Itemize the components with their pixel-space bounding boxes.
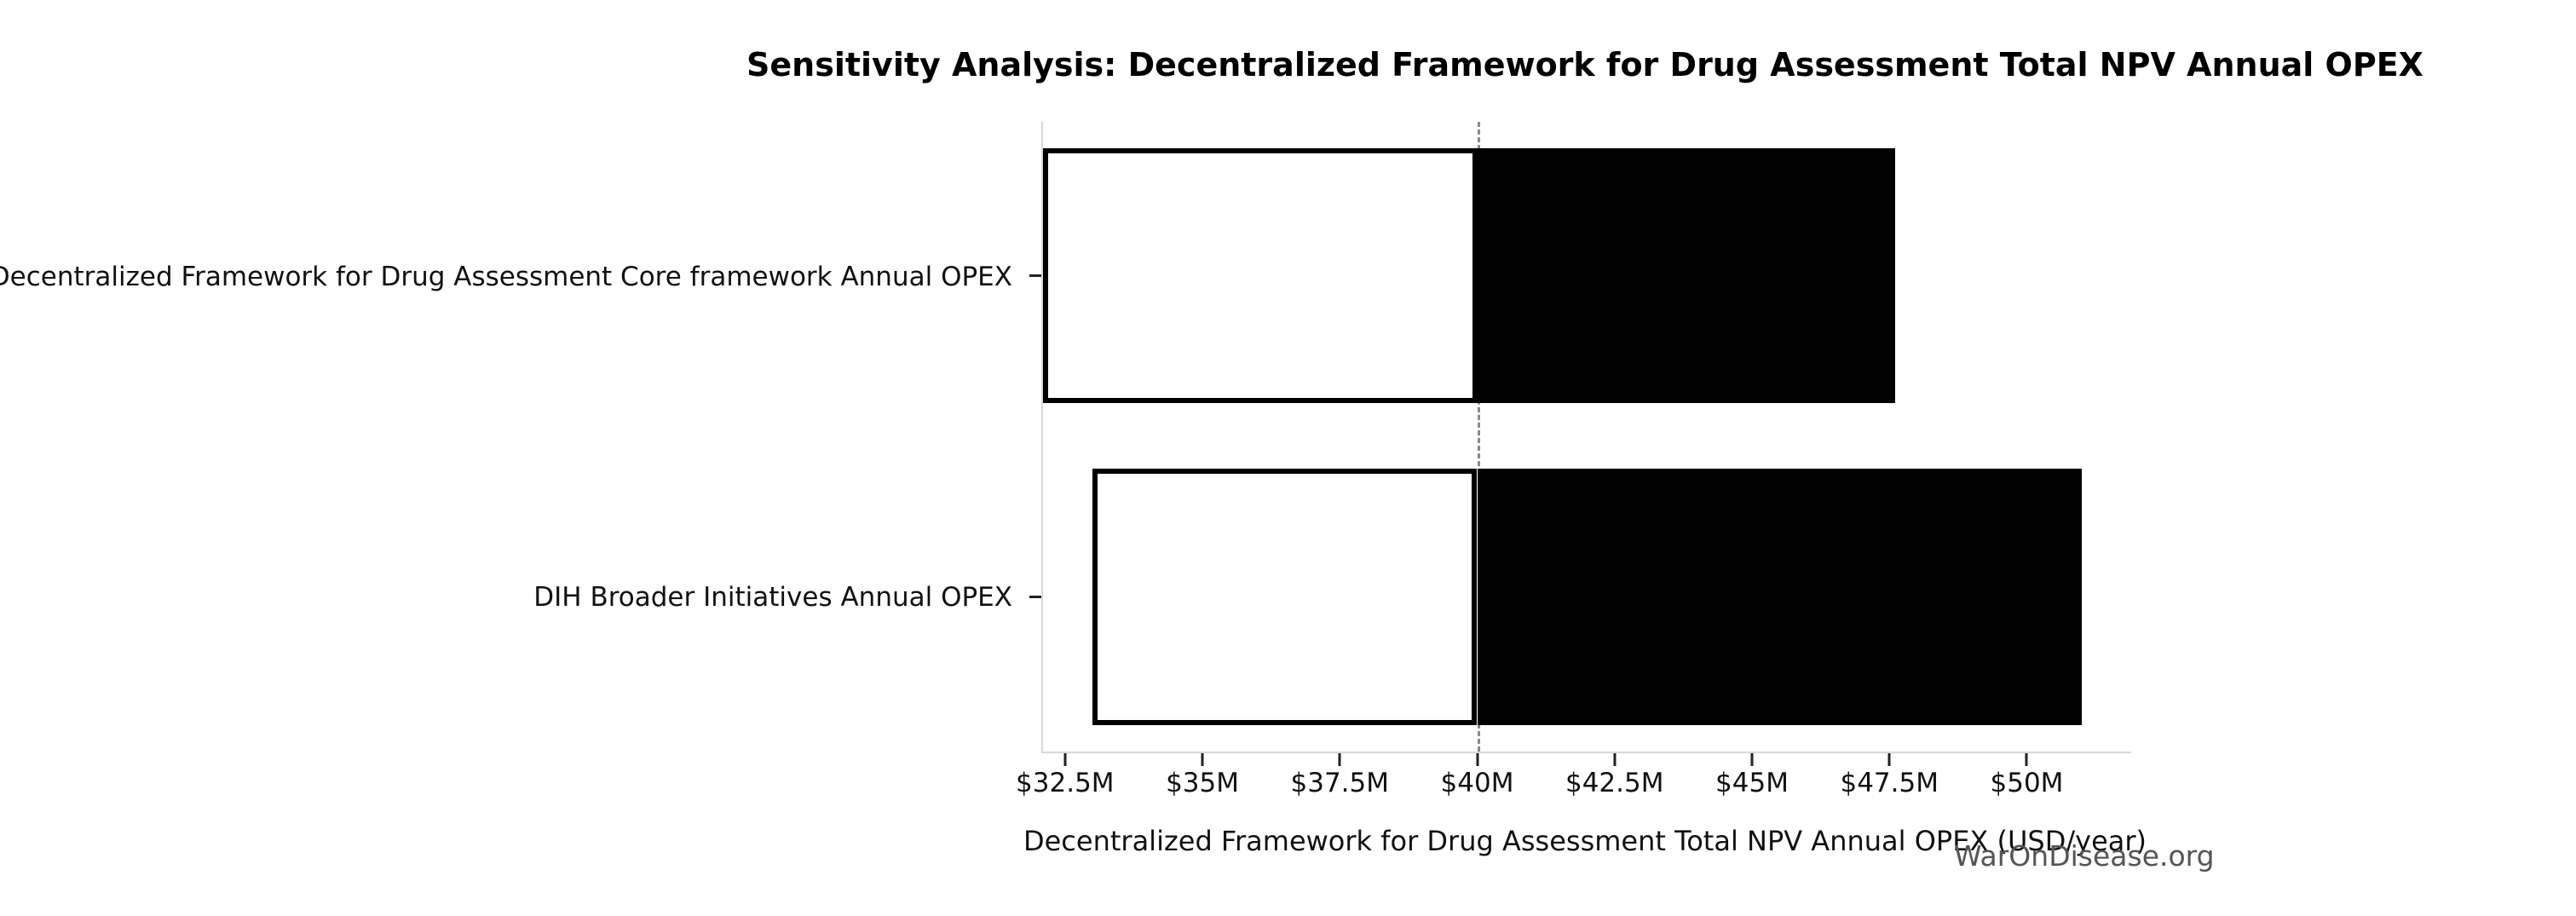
x-axis-tick-label: $35M — [1166, 768, 1239, 798]
y-axis-tick — [1029, 274, 1041, 277]
x-axis-tick — [1338, 753, 1341, 766]
chart-title: Sensitivity Analysis: Decentralized Fram… — [746, 46, 2423, 84]
x-axis-tick-label: $50M — [1990, 768, 2064, 798]
x-axis-tick-label: $37.5M — [1290, 768, 1390, 798]
x-axis-title: Decentralized Framework for Drug Assessm… — [1023, 825, 2147, 857]
x-axis-tick-label: $42.5M — [1565, 768, 1664, 798]
x-axis-tick-label: $32.5M — [1016, 768, 1115, 798]
x-axis-tick — [1476, 753, 1478, 766]
base-value-dashed-line — [1477, 122, 1480, 752]
x-axis-tick — [1613, 753, 1616, 766]
tornado-bar-high-segment — [1477, 469, 2082, 725]
x-axis-tick — [1887, 753, 1891, 766]
y-category-label-dih-broader-initiatives-opex: DIH Broader Initiatives Annual OPEX — [533, 582, 1012, 613]
x-axis-tick — [1063, 753, 1067, 766]
y-category-label-core-framework-opex: Decentralized Framework for Drug Assessm… — [0, 262, 1012, 292]
x-axis-tick — [1750, 753, 1754, 766]
x-axis-tick-label: $40M — [1440, 768, 1514, 798]
x-axis-tick — [2025, 753, 2028, 766]
x-axis-tick-label: $45M — [1715, 768, 1789, 798]
tornado-bar-high-segment — [1477, 148, 1895, 403]
tornado-bar-low-segment — [1043, 148, 1478, 403]
x-axis-tick — [1201, 753, 1204, 766]
watermark-text: WarOnDisease.org — [1954, 839, 2215, 873]
tornado-bar-low-segment — [1092, 469, 1478, 725]
plot-area: $32.5M $35M $37.5M $40M $42.5M $45M $47.5M $50M — [1016, 122, 2131, 798]
x-axis-tick-label: $47.5M — [1840, 768, 1939, 798]
y-axis-tick — [1029, 596, 1041, 598]
